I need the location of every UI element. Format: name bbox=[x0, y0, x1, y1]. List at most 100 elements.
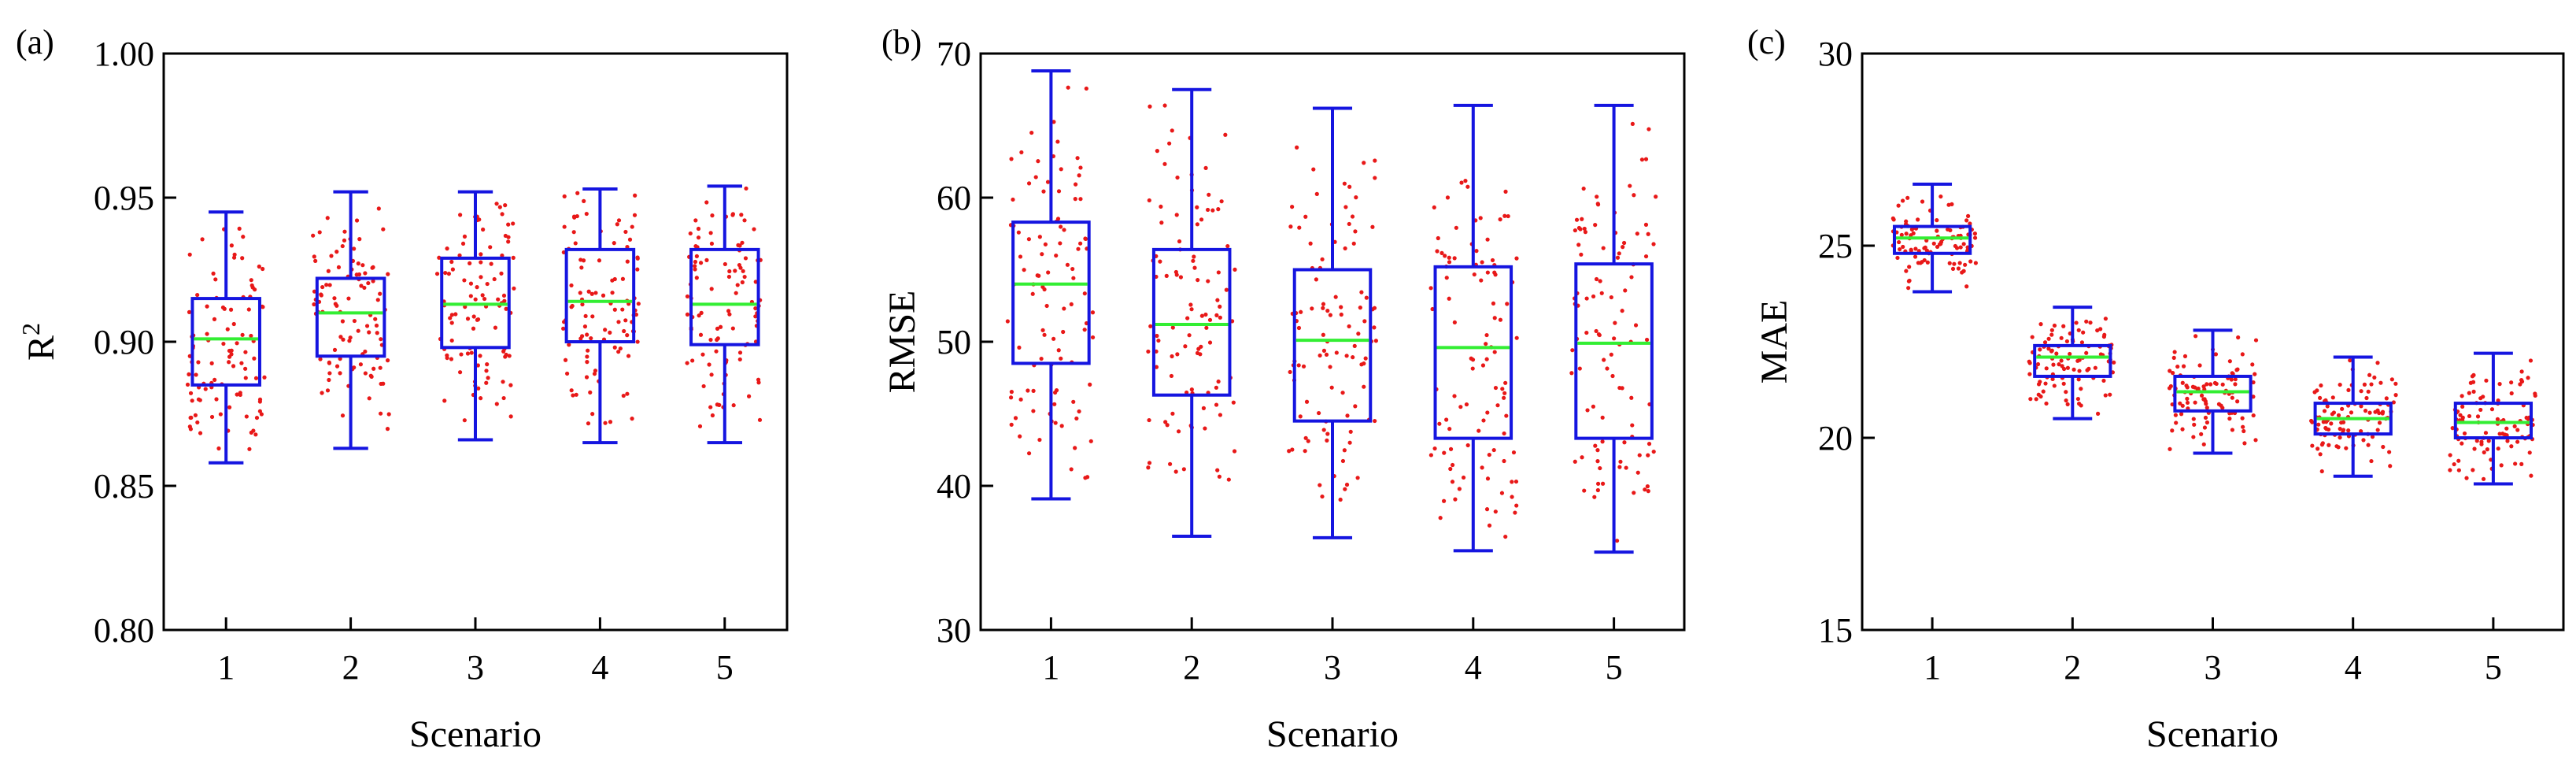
sample-point bbox=[1056, 189, 1062, 194]
sample-point bbox=[2190, 384, 2195, 389]
sample-point bbox=[196, 360, 201, 365]
sample-point bbox=[2509, 444, 2514, 449]
sample-point bbox=[1958, 245, 1963, 250]
sample-point bbox=[575, 191, 580, 195]
sample-point bbox=[465, 317, 471, 321]
sample-point bbox=[2042, 340, 2048, 345]
sample-point bbox=[1159, 204, 1163, 209]
sample-point bbox=[1438, 516, 1443, 521]
sample-point bbox=[2064, 339, 2069, 344]
sample-point bbox=[571, 214, 577, 219]
sample-point bbox=[340, 413, 346, 418]
sample-point bbox=[2377, 420, 2382, 425]
sample-point bbox=[2192, 422, 2197, 427]
sample-point bbox=[1436, 235, 1440, 241]
sample-point bbox=[1163, 420, 1168, 424]
sample-point bbox=[1218, 315, 1222, 320]
sample-point bbox=[739, 213, 744, 217]
sample-point bbox=[1074, 416, 1079, 421]
sample-point bbox=[632, 213, 638, 217]
sample-point bbox=[1090, 335, 1096, 340]
y-tick-label: 30 bbox=[937, 611, 971, 650]
sample-point bbox=[243, 350, 248, 354]
sample-point bbox=[2064, 398, 2068, 403]
sample-point bbox=[501, 293, 507, 298]
sample-point bbox=[1354, 195, 1358, 200]
sample-point bbox=[593, 369, 598, 373]
sample-point bbox=[359, 283, 364, 288]
sample-point bbox=[2233, 382, 2238, 387]
sample-point bbox=[1192, 265, 1197, 270]
sample-point bbox=[2378, 380, 2383, 385]
sample-point bbox=[1956, 266, 1961, 271]
sample-point bbox=[1592, 495, 1597, 499]
sample-point bbox=[610, 291, 615, 295]
sample-point bbox=[685, 312, 690, 317]
sample-point bbox=[360, 263, 365, 268]
sample-point bbox=[1474, 249, 1479, 254]
sample-point bbox=[1053, 420, 1058, 425]
sample-point bbox=[1651, 449, 1656, 454]
sample-point bbox=[492, 276, 497, 282]
sample-point bbox=[2318, 395, 2323, 400]
sample-point bbox=[2093, 365, 2097, 370]
sample-point bbox=[698, 261, 704, 265]
iqr-box bbox=[1892, 224, 1972, 255]
sample-point bbox=[582, 324, 588, 329]
sample-point bbox=[2043, 381, 2048, 386]
sample-point bbox=[2242, 428, 2246, 434]
sample-point bbox=[232, 252, 237, 257]
sample-point bbox=[253, 432, 258, 437]
sample-point bbox=[243, 376, 248, 380]
sample-point bbox=[1443, 254, 1447, 258]
sample-point bbox=[445, 355, 449, 361]
sample-point bbox=[1595, 202, 1600, 206]
x-tick-label: 3 bbox=[1324, 648, 1341, 687]
iqr-box bbox=[1011, 220, 1091, 365]
sample-point bbox=[1017, 345, 1022, 350]
sample-point bbox=[1218, 413, 1223, 417]
sample-point bbox=[1635, 232, 1639, 236]
sample-point bbox=[1580, 217, 1584, 221]
sample-point bbox=[329, 254, 334, 258]
y-tick-label: 20 bbox=[1818, 419, 1853, 458]
sample-point bbox=[1458, 405, 1463, 409]
sample-point bbox=[324, 283, 329, 287]
sample-point bbox=[1073, 446, 1077, 450]
sample-point bbox=[696, 226, 701, 232]
sample-point bbox=[2184, 383, 2189, 388]
sample-point bbox=[1298, 414, 1303, 419]
sample-point bbox=[753, 314, 758, 319]
sample-point bbox=[589, 335, 593, 341]
sample-point bbox=[737, 357, 742, 362]
sample-point bbox=[708, 231, 713, 235]
sample-point bbox=[2349, 410, 2354, 415]
sample-point bbox=[2112, 360, 2116, 365]
sample-point bbox=[690, 358, 695, 363]
sample-point bbox=[615, 222, 619, 227]
sample-point bbox=[2533, 391, 2537, 396]
sample-point bbox=[1040, 252, 1044, 257]
sample-point bbox=[1009, 422, 1014, 427]
sample-point bbox=[2196, 386, 2201, 391]
sample-point bbox=[1363, 356, 1368, 361]
sample-point bbox=[2027, 359, 2031, 364]
sample-point bbox=[2346, 387, 2351, 393]
sample-point bbox=[2458, 413, 2463, 417]
sample-point bbox=[2059, 335, 2064, 340]
sample-point bbox=[1594, 276, 1599, 282]
sample-point bbox=[338, 357, 342, 361]
sample-point bbox=[1629, 275, 1634, 280]
sample-point bbox=[2323, 398, 2328, 403]
sample-point bbox=[1059, 167, 1063, 172]
sample-point bbox=[1355, 476, 1360, 480]
sample-point bbox=[1301, 364, 1306, 369]
sample-point bbox=[1232, 449, 1237, 454]
sample-point bbox=[1069, 467, 1074, 472]
sample-point bbox=[486, 376, 490, 380]
sample-point bbox=[1173, 269, 1178, 275]
sample-point bbox=[376, 206, 381, 211]
sample-point bbox=[326, 269, 331, 273]
sample-point bbox=[2482, 450, 2486, 455]
sample-point bbox=[1373, 176, 1377, 180]
